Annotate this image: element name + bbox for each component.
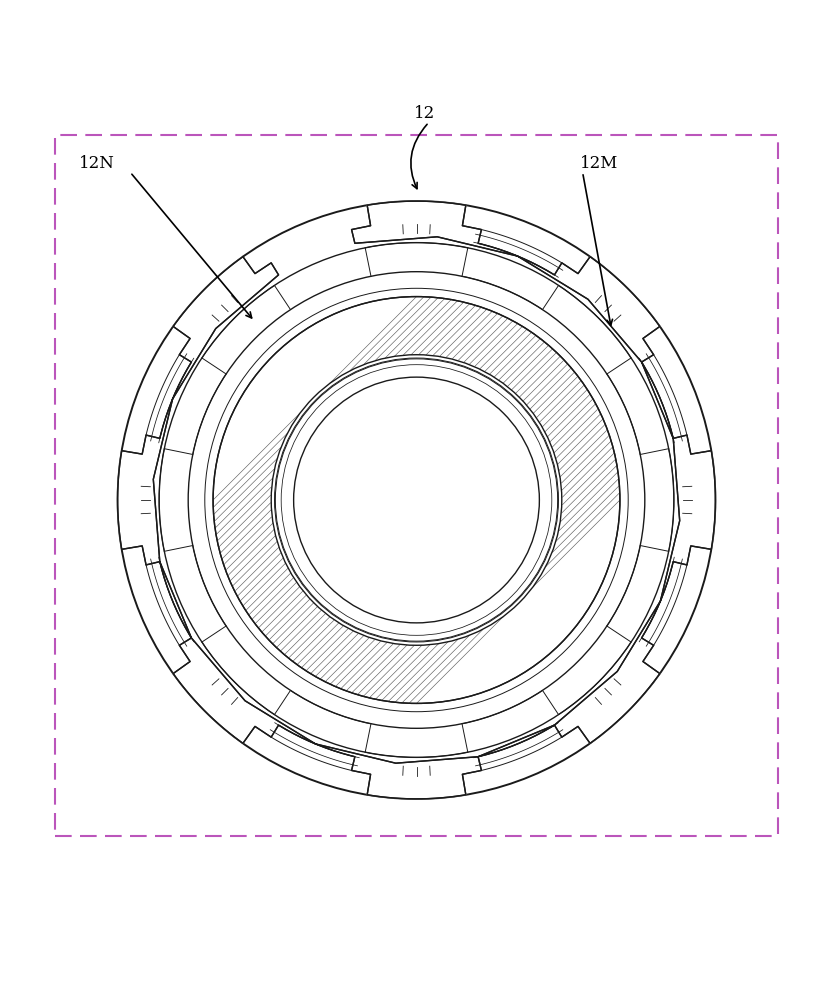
Circle shape xyxy=(293,377,540,623)
Text: 12: 12 xyxy=(414,105,436,122)
Bar xyxy=(55,135,778,836)
Text: 12N: 12N xyxy=(79,155,115,172)
Circle shape xyxy=(159,243,674,757)
Circle shape xyxy=(117,201,716,799)
Polygon shape xyxy=(117,201,716,799)
Circle shape xyxy=(188,272,645,728)
Circle shape xyxy=(213,297,620,703)
Text: 12M: 12M xyxy=(580,155,618,172)
Polygon shape xyxy=(117,201,716,799)
